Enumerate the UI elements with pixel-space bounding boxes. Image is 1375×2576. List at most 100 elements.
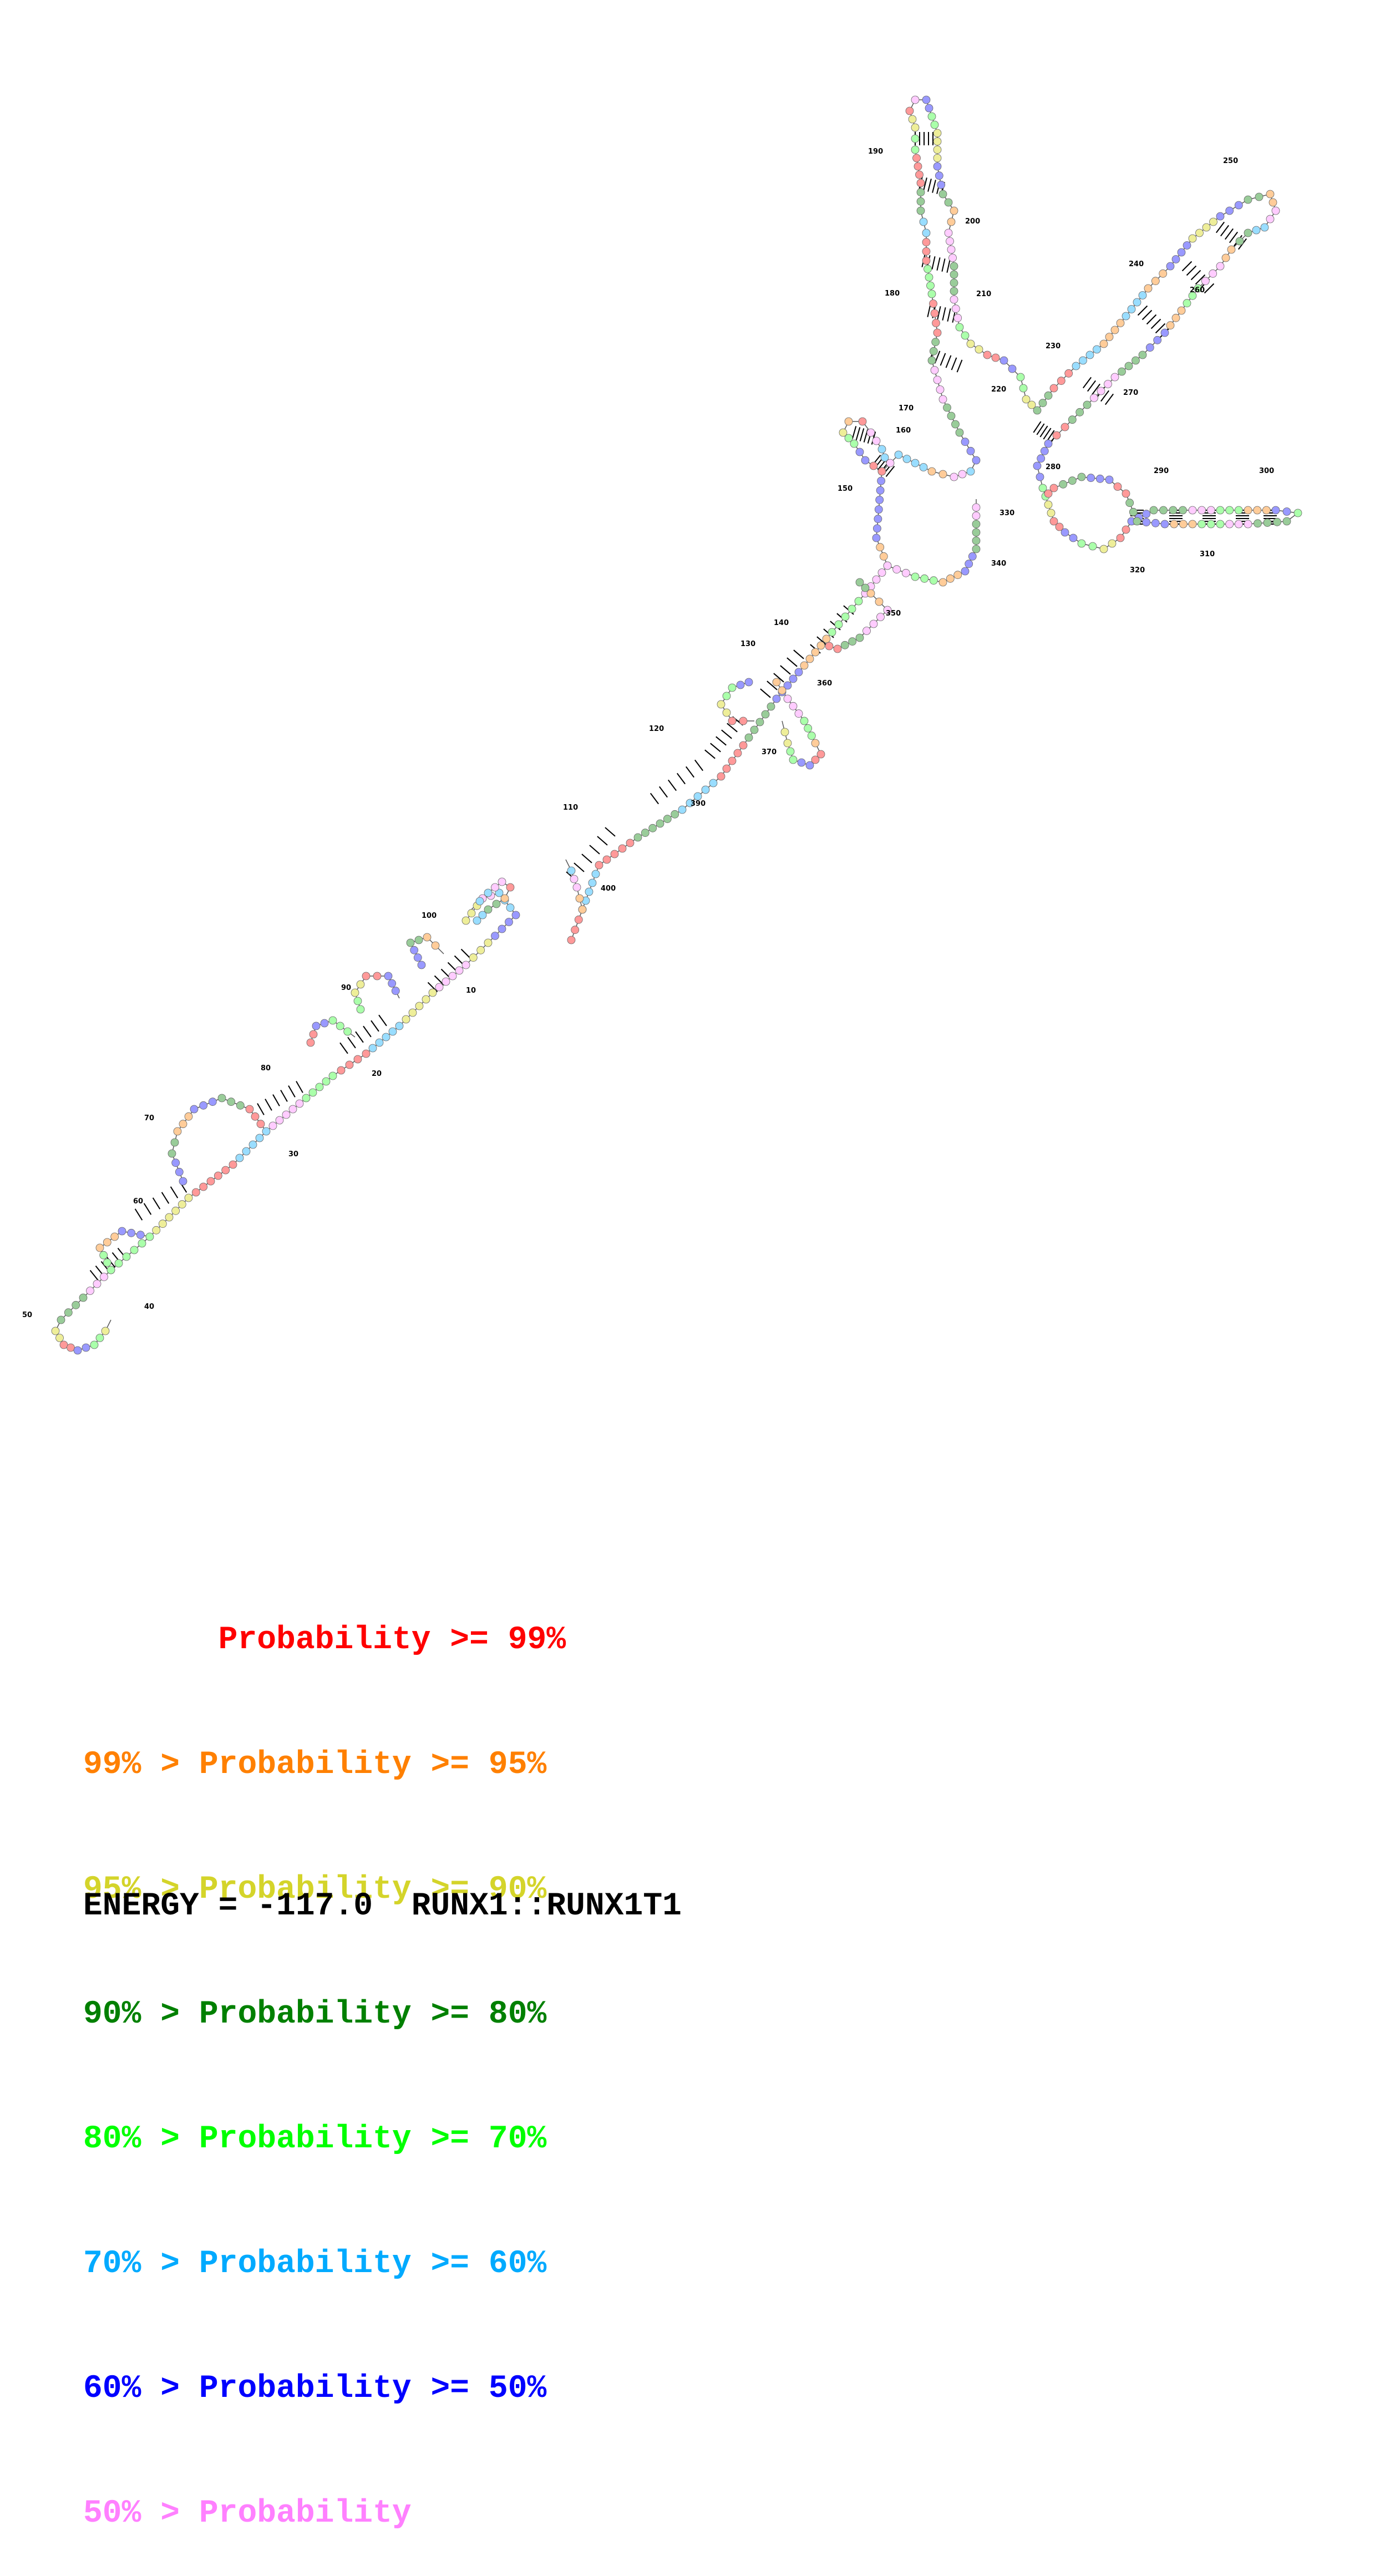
nucleotide bbox=[874, 505, 883, 514]
nucleotide bbox=[1188, 291, 1197, 300]
nucleotide bbox=[103, 1238, 111, 1247]
nucleotide bbox=[90, 1340, 99, 1349]
nucleotide bbox=[877, 476, 885, 485]
nucleotide bbox=[972, 503, 981, 512]
nucleotide bbox=[152, 1226, 161, 1234]
nucleotide bbox=[972, 456, 981, 465]
nucleotide bbox=[315, 1083, 324, 1091]
nucleotide bbox=[1079, 356, 1087, 365]
nucleotide bbox=[1171, 255, 1180, 263]
nucleotide bbox=[1125, 499, 1134, 507]
nucleotide bbox=[1201, 277, 1210, 286]
position-label: 210 bbox=[976, 290, 991, 298]
nucleotide bbox=[1198, 506, 1206, 515]
nucleotide bbox=[1153, 336, 1162, 344]
nucleotide bbox=[1160, 520, 1169, 529]
nucleotide bbox=[872, 575, 881, 584]
nucleotide bbox=[199, 1101, 208, 1110]
nucleotide bbox=[345, 1060, 354, 1069]
nucleotide bbox=[1019, 384, 1028, 393]
nucleotide bbox=[1188, 234, 1197, 243]
nucleotide bbox=[656, 819, 664, 828]
nucleotide bbox=[919, 217, 928, 226]
nucleotide bbox=[908, 115, 917, 124]
nucleotide bbox=[947, 245, 956, 254]
nucleotide bbox=[1061, 528, 1069, 537]
nucleotide bbox=[892, 565, 901, 574]
nucleotide bbox=[709, 779, 718, 787]
nucleotide bbox=[927, 289, 936, 298]
nucleotide bbox=[288, 1105, 297, 1114]
nucleotide bbox=[943, 403, 951, 412]
nucleotide bbox=[886, 459, 895, 468]
position-label: 150 bbox=[838, 485, 853, 493]
nucleotide bbox=[1008, 364, 1017, 373]
nucleotide bbox=[911, 134, 920, 143]
nucleotide bbox=[1244, 506, 1252, 515]
nucleotide bbox=[1044, 439, 1053, 448]
nucleotide bbox=[175, 1167, 184, 1176]
legend-row: 99% > Probability >= 95% bbox=[83, 1747, 547, 1783]
nucleotide bbox=[968, 552, 977, 561]
nucleotide bbox=[854, 597, 863, 606]
nucleotide bbox=[744, 733, 753, 742]
nucleotide bbox=[648, 824, 657, 832]
legend-row: Probability >= 99% bbox=[83, 1622, 566, 1658]
position-label: 90 bbox=[341, 984, 351, 992]
nucleotide bbox=[1225, 506, 1234, 515]
nucleotide bbox=[1129, 507, 1138, 516]
nucleotide bbox=[1077, 472, 1086, 481]
nucleotide bbox=[1271, 506, 1280, 515]
nucleotide bbox=[750, 725, 759, 734]
nucleotide bbox=[618, 844, 627, 853]
nucleotide bbox=[86, 1287, 94, 1295]
nucleotide bbox=[295, 1099, 304, 1108]
position-label: 170 bbox=[899, 404, 914, 413]
nucleotide bbox=[811, 755, 820, 764]
nucleotide bbox=[235, 1154, 244, 1162]
nucleotide bbox=[938, 470, 947, 479]
nucleotide bbox=[251, 1112, 260, 1121]
nucleotide bbox=[1234, 506, 1243, 515]
nucleotide bbox=[206, 1177, 215, 1186]
nucleotide bbox=[933, 129, 942, 138]
nucleotide bbox=[1033, 406, 1042, 415]
nucleotide bbox=[343, 1027, 352, 1036]
nucleotide bbox=[1188, 520, 1197, 529]
nucleotide bbox=[391, 987, 400, 995]
nucleotide bbox=[1234, 520, 1243, 529]
nucleotide bbox=[841, 612, 850, 621]
nucleotide bbox=[95, 1334, 104, 1342]
nucleotide bbox=[362, 1049, 371, 1058]
nucleotide bbox=[1234, 201, 1243, 210]
nucleotide bbox=[728, 717, 737, 725]
nucleotide bbox=[1085, 350, 1094, 359]
nucleotide bbox=[722, 764, 731, 773]
nucleotide bbox=[728, 756, 737, 765]
nucleotide bbox=[1038, 484, 1047, 492]
nucleotide bbox=[1133, 517, 1141, 526]
nucleotide bbox=[408, 1008, 417, 1017]
nucleotide bbox=[1177, 248, 1186, 257]
nucleotide bbox=[256, 1120, 265, 1129]
nucleotide bbox=[67, 1343, 75, 1352]
nucleotide bbox=[1097, 387, 1105, 395]
nucleotide bbox=[1179, 506, 1187, 515]
position-label: 360 bbox=[817, 679, 832, 688]
position-label: 70 bbox=[144, 1114, 154, 1122]
nucleotide bbox=[476, 946, 485, 954]
nucleotide bbox=[1087, 474, 1095, 482]
nucleotide bbox=[1099, 545, 1108, 553]
nucleotide bbox=[461, 961, 470, 969]
nucleotide bbox=[875, 496, 884, 504]
nucleotide bbox=[1254, 519, 1262, 528]
nucleotide bbox=[1209, 217, 1217, 226]
nucleotide bbox=[911, 123, 920, 132]
nucleotide bbox=[911, 145, 920, 154]
position-label: 340 bbox=[991, 560, 1006, 568]
nucleotide bbox=[448, 972, 457, 980]
nucleotide bbox=[663, 815, 672, 824]
nucleotide bbox=[933, 154, 942, 162]
position-label: 190 bbox=[868, 148, 883, 156]
nucleotide bbox=[375, 1038, 384, 1047]
